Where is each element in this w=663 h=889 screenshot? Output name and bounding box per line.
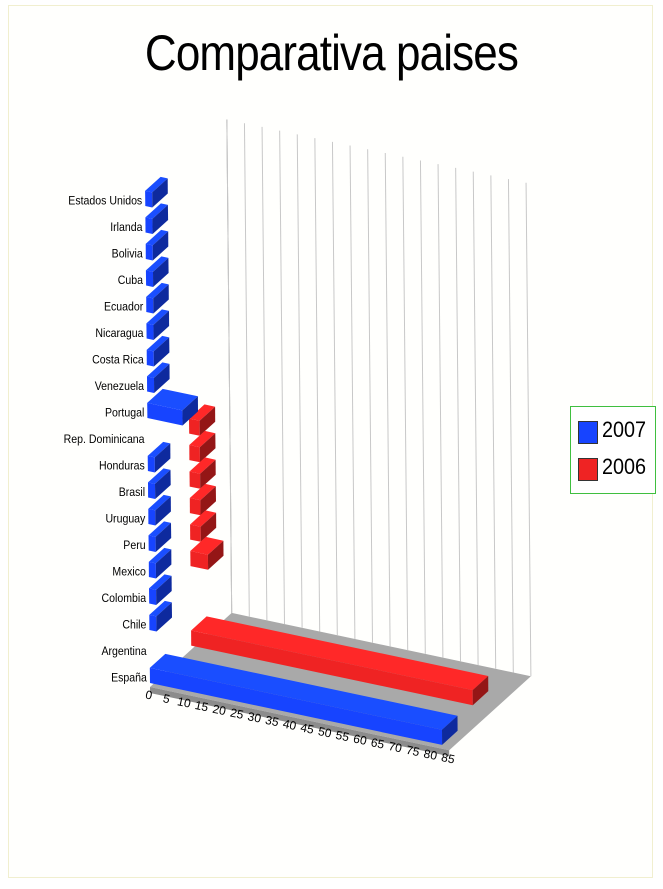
bar-2006-colombia bbox=[190, 536, 224, 570]
category-label-uruguay: Uruguay bbox=[105, 513, 145, 526]
chart-frame bbox=[8, 5, 653, 878]
gridline-55 bbox=[419, 160, 426, 654]
bar-2007-ecuador bbox=[146, 282, 169, 314]
gridline-35 bbox=[349, 145, 356, 639]
chart-title: Comparativa paises bbox=[144, 25, 519, 81]
gridline-65 bbox=[455, 167, 461, 662]
bar-2007-cuba bbox=[145, 256, 169, 287]
category-label-espana: España bbox=[111, 672, 147, 685]
category-label-ecuador: Ecuador bbox=[104, 301, 144, 314]
bar-2007-chile bbox=[149, 600, 172, 632]
x-tick-30: 30 bbox=[246, 709, 262, 726]
chart-floor-edge bbox=[150, 687, 450, 757]
gridline-20 bbox=[296, 134, 303, 628]
category-label-venezuela: Venezuela bbox=[95, 381, 145, 394]
x-tick-70: 70 bbox=[387, 739, 403, 756]
gridline-50 bbox=[402, 156, 409, 651]
category-label-mexico: Mexico bbox=[112, 566, 145, 579]
x-tick-45: 45 bbox=[299, 720, 315, 737]
legend: 2007 2006 bbox=[570, 406, 656, 494]
gridline-40 bbox=[367, 149, 373, 643]
legend-swatch-2006 bbox=[578, 458, 598, 481]
x-tick-40: 40 bbox=[282, 717, 298, 734]
bar-2007-mexico bbox=[148, 547, 172, 579]
bar-2006-peru bbox=[189, 483, 216, 516]
gridline-75 bbox=[490, 175, 497, 669]
legend-label-2007: 2007 bbox=[602, 417, 647, 442]
x-tick-15: 15 bbox=[194, 698, 210, 715]
bar-2006-uruguay bbox=[189, 457, 216, 489]
x-tick-0: 0 bbox=[144, 688, 154, 703]
gridline-70 bbox=[472, 171, 479, 666]
gridline-60 bbox=[437, 164, 444, 658]
x-tick-25: 25 bbox=[229, 705, 245, 722]
gridline-10 bbox=[261, 126, 268, 621]
gridline-45 bbox=[384, 152, 391, 647]
x-tick-10: 10 bbox=[176, 694, 192, 711]
category-label-bolivia: Bolivia bbox=[112, 248, 144, 261]
gridline-30 bbox=[331, 141, 338, 636]
x-tick-80: 80 bbox=[422, 746, 438, 763]
x-tick-65: 65 bbox=[370, 735, 386, 752]
x-tick-60: 60 bbox=[352, 732, 368, 749]
category-label-irlanda: Irlanda bbox=[110, 222, 143, 235]
category-label-honduras: Honduras bbox=[99, 460, 145, 473]
bar-2007-portugal bbox=[147, 388, 198, 426]
bar-2006-honduras bbox=[189, 404, 216, 436]
category-label-estados-unidos: Estados Unidos bbox=[68, 195, 142, 208]
bar-2006-mexico bbox=[190, 510, 217, 542]
category-label-cuba: Cuba bbox=[118, 275, 144, 288]
bar-2007-uruguay bbox=[148, 494, 171, 526]
category-label-portugal: Portugal bbox=[105, 407, 144, 420]
category-label-brasil: Brasil bbox=[119, 487, 145, 500]
bar-2007-venezuela bbox=[147, 362, 170, 393]
category-label-nicaragua: Nicaragua bbox=[95, 328, 144, 341]
category-label-costa-rica: Costa Rica bbox=[92, 354, 144, 367]
bar-2006-espana bbox=[191, 616, 489, 706]
x-tick-55: 55 bbox=[334, 728, 350, 745]
legend-label-2006: 2006 bbox=[602, 454, 647, 479]
bar-2007-espana bbox=[149, 653, 458, 745]
legend-swatch-2007 bbox=[578, 421, 598, 444]
bar-2007-honduras bbox=[147, 441, 171, 473]
x-tick-35: 35 bbox=[264, 713, 280, 730]
bar-2007-peru bbox=[148, 521, 172, 552]
category-label-chile: Chile bbox=[122, 619, 146, 632]
category-label-argentina: Argentina bbox=[101, 646, 147, 659]
x-tick-50: 50 bbox=[317, 724, 333, 741]
gridline-25 bbox=[314, 138, 321, 632]
bar-2006-brasil bbox=[189, 430, 216, 463]
gridline-5 bbox=[243, 123, 250, 617]
bar-2007-irlanda bbox=[145, 203, 169, 234]
x-tick-20: 20 bbox=[211, 702, 227, 719]
bar-2007-colombia bbox=[149, 574, 172, 605]
bar-2007-brasil bbox=[148, 468, 171, 499]
x-tick-5: 5 bbox=[162, 691, 172, 706]
bar-2007-costa-rica bbox=[146, 335, 170, 367]
gridline-15 bbox=[279, 130, 285, 625]
category-label-peru: Peru bbox=[123, 540, 145, 553]
gridline-0 bbox=[226, 119, 233, 613]
bar-2007-estados-unidos bbox=[145, 176, 168, 208]
category-label-rep-dominicana: Rep. Dominicana bbox=[64, 434, 146, 447]
bar-2007-nicaragua bbox=[146, 309, 170, 340]
gridline-85 bbox=[525, 182, 532, 677]
x-tick-85: 85 bbox=[440, 750, 456, 767]
category-label-colombia: Colombia bbox=[102, 593, 147, 606]
gridline-80 bbox=[507, 179, 514, 673]
bar-2007-bolivia bbox=[145, 229, 169, 261]
x-tick-75: 75 bbox=[405, 743, 421, 760]
